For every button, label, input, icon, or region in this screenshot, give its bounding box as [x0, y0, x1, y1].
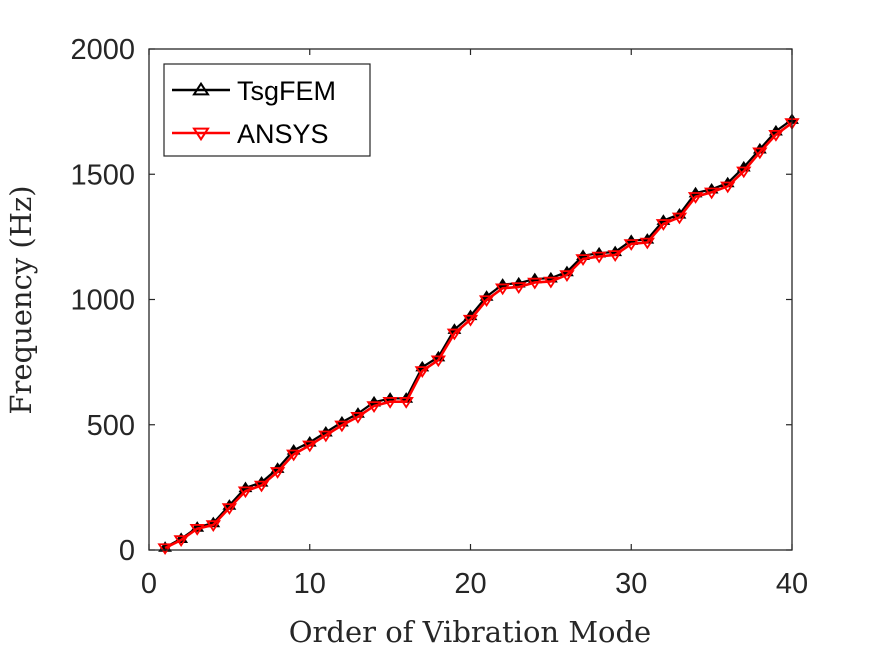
- data-point: [494, 283, 511, 296]
- data-point: [430, 355, 447, 368]
- data-point: [366, 401, 382, 414]
- data-point: [334, 420, 350, 433]
- data-point: [687, 192, 704, 204]
- y-axis-title: Frequency (Hz): [4, 185, 38, 414]
- data-point: [318, 430, 334, 443]
- legend: TsgFEM ANSYS: [163, 63, 371, 157]
- x-tick-label: 20: [454, 568, 486, 600]
- data-point: [671, 212, 688, 225]
- legend-marker: [192, 81, 210, 96]
- data-point: [527, 277, 543, 290]
- data-point: [414, 366, 430, 378]
- legend-item: TsgFEM: [172, 76, 336, 106]
- data-point: [237, 486, 254, 499]
- y-tick-label: 1500: [70, 159, 135, 191]
- axes-layer: 0 10 20 30 40 0 500 1000 1500 2000: [70, 34, 808, 600]
- series-ansys: [157, 118, 800, 556]
- data-point: [350, 412, 366, 424]
- data-point: [157, 543, 173, 556]
- data-point: [752, 147, 768, 160]
- data-point: [703, 187, 720, 200]
- data-point: [398, 397, 414, 409]
- data-point: [269, 467, 286, 479]
- x-tick-label: 30: [615, 568, 647, 600]
- legend-label: TsgFEM: [237, 76, 336, 106]
- data-point: [720, 181, 736, 194]
- data-point: [607, 250, 623, 262]
- data-point: [575, 254, 591, 266]
- y-tick-label: 500: [87, 410, 135, 442]
- data-point: [768, 129, 784, 142]
- legend-marker: [192, 127, 210, 142]
- legend-label: ANSYS: [237, 119, 329, 149]
- x-axis-title: Order of Vibration Mode: [289, 615, 651, 649]
- data-point: [736, 166, 752, 179]
- data-point: [511, 282, 527, 295]
- legend-item: ANSYS: [172, 119, 329, 149]
- data-point: [173, 535, 189, 548]
- x-tick-label: 0: [141, 568, 157, 600]
- data-point: [623, 239, 639, 251]
- data-point: [253, 480, 270, 493]
- data-point: [559, 270, 575, 282]
- y-tick-label: 1000: [70, 285, 135, 317]
- series-layer: [157, 113, 800, 556]
- data-point: [543, 276, 559, 289]
- data-point: [221, 503, 238, 515]
- data-point: [655, 219, 672, 231]
- series-line: [164, 118, 793, 549]
- data-point: [286, 449, 302, 462]
- data-point: [446, 328, 463, 341]
- data-point: [382, 397, 398, 409]
- y-tick-label: 2000: [70, 34, 135, 66]
- data-point: [205, 520, 221, 532]
- data-point: [639, 237, 655, 250]
- x-tick-label: 40: [776, 568, 808, 600]
- data-point: [189, 524, 205, 536]
- legend-box: [163, 63, 371, 157]
- y-tick-label: 0: [119, 535, 135, 567]
- data-point: [478, 295, 495, 308]
- data-point: [302, 440, 318, 453]
- x-tick-label: 10: [294, 568, 326, 600]
- series-line: [164, 121, 793, 550]
- data-point: [591, 251, 607, 264]
- data-point: [462, 314, 479, 327]
